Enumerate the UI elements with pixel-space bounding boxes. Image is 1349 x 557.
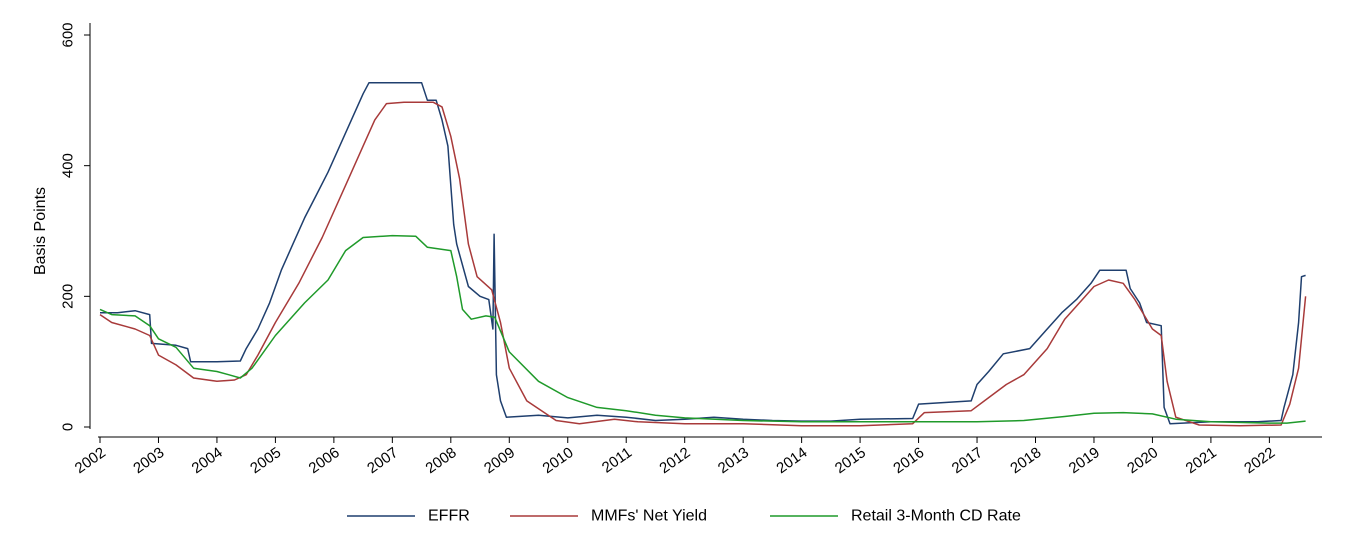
x-tick-label: 2011 xyxy=(599,444,635,476)
x-tick-label: 2022 xyxy=(1241,444,1278,477)
x-tick-label: 2012 xyxy=(656,444,693,477)
x-tick-label: 2010 xyxy=(540,444,577,477)
x-tick-label: 2004 xyxy=(189,444,226,477)
y-axis-title: Basis Points xyxy=(32,187,49,275)
x-axis: 2002 2003 2004 2005 2006 2007 2008 2009 2010 2011… xyxy=(72,436,1322,477)
x-tick-label: 2005 xyxy=(247,444,284,477)
x-tick-label: 2018 xyxy=(1007,444,1044,477)
x-tick-label: 2020 xyxy=(1124,444,1161,477)
x-tick-label: 2014 xyxy=(773,444,810,477)
x-tick-label: 2007 xyxy=(364,444,401,477)
legend-label-1: MMFs' Net Yield xyxy=(591,508,707,525)
x-tick-label: 2009 xyxy=(481,444,518,477)
x-tick-label: 2006 xyxy=(306,444,343,477)
x-tick-label: 2021 xyxy=(1183,444,1220,477)
y-tick-label: 600 xyxy=(60,22,77,47)
series-line-0 xyxy=(100,81,1306,425)
legend-label-2: Retail 3-Month CD Rate xyxy=(851,508,1021,525)
x-tick-label: 2013 xyxy=(715,444,752,477)
x-tick-label: 2016 xyxy=(890,444,927,477)
y-tick-label: 200 xyxy=(60,284,77,309)
series-line-1 xyxy=(99,101,1307,427)
x-tick-label: 2019 xyxy=(1066,444,1103,477)
y-axis: 0 200 400 600 xyxy=(60,22,91,431)
legend-label-0: EFFR xyxy=(428,508,470,525)
x-tick-label: 2003 xyxy=(130,444,167,477)
y-tick-label: 0 xyxy=(60,423,77,431)
series-line-2 xyxy=(99,234,1306,424)
y-tick-label: 400 xyxy=(60,153,77,178)
x-tick-label: 2008 xyxy=(423,444,460,477)
series-layer xyxy=(99,81,1307,427)
legend: EFFR MMFs' Net Yield Retail 3-Month CD Rat… xyxy=(347,508,1021,525)
x-tick-label: 2017 xyxy=(949,444,986,477)
x-tick-label: 2002 xyxy=(72,444,109,477)
x-tick-label: 2015 xyxy=(832,444,869,477)
